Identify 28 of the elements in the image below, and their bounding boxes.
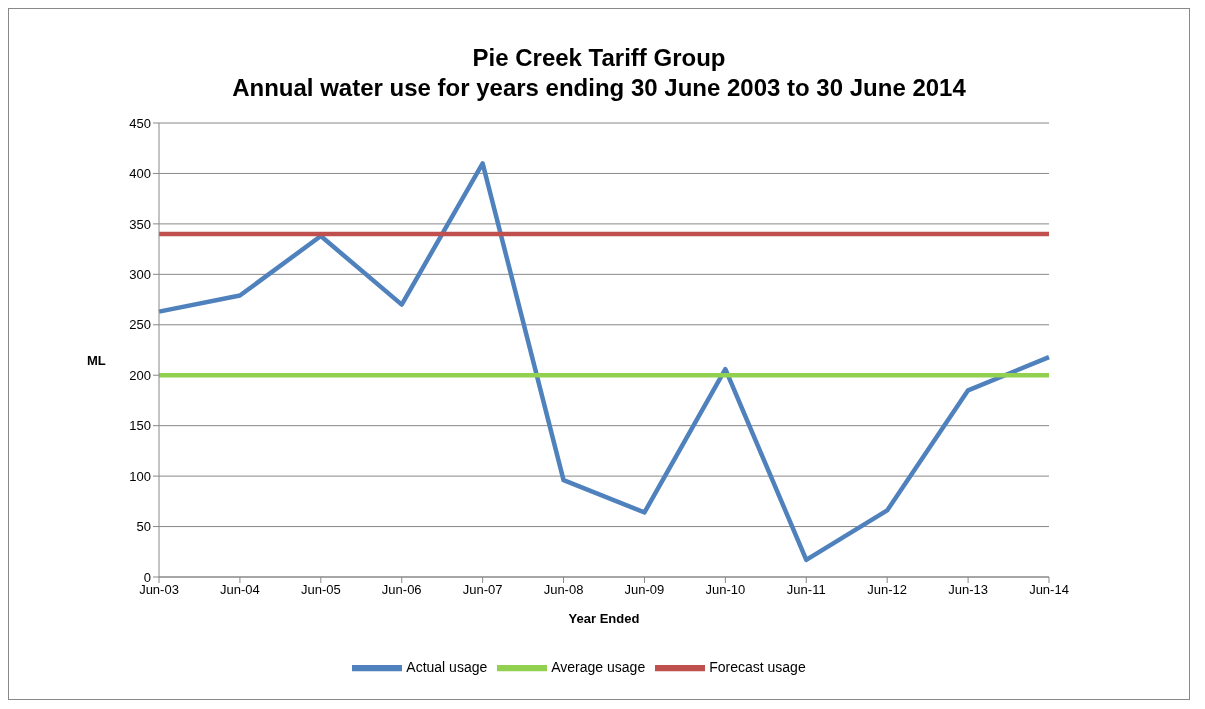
x-tick-label: Jun-14 [1029,582,1069,598]
x-tick-label: Jun-04 [220,582,260,598]
x-tick-label: Jun-10 [705,582,746,598]
x-axis-title: Year Ended [568,611,640,626]
x-tick-label: Jun-09 [624,582,665,598]
chart-title: Pie Creek Tariff Group Annual water use for years ending 30 June 2003 to 30 June 2014 [231,43,967,103]
x-tick-label: Jun-08 [543,582,584,598]
x-tick-label: Jun-05 [300,582,341,598]
x-tick-label: Jun-13 [948,582,988,598]
x-tick-label: Jun-11 [786,582,826,598]
y-tick-label: 450 [129,115,151,131]
x-tick-label: Jun-12 [867,582,908,598]
y-tick-label: 0 [143,569,151,585]
x-tick-label: Jun-07 [462,582,503,598]
y-tick-label: 100 [129,468,151,484]
y-tick-label: 250 [129,317,151,333]
legend-label: Forecast usage [709,658,806,675]
legend-label: Actual usage [406,658,488,675]
y-tick-label: 300 [129,266,151,282]
y-tick-label: 200 [129,367,151,383]
y-tick-label: 350 [129,216,151,232]
y-tick-label: 150 [129,418,151,434]
legend-label: Average usage [551,658,646,675]
y-axis-title: ML [87,353,106,368]
y-tick-label: 50 [136,519,151,535]
y-tick-label: 400 [129,166,151,182]
x-tick-label: Jun-03 [139,582,179,598]
x-tick-label: Jun-06 [381,582,422,598]
